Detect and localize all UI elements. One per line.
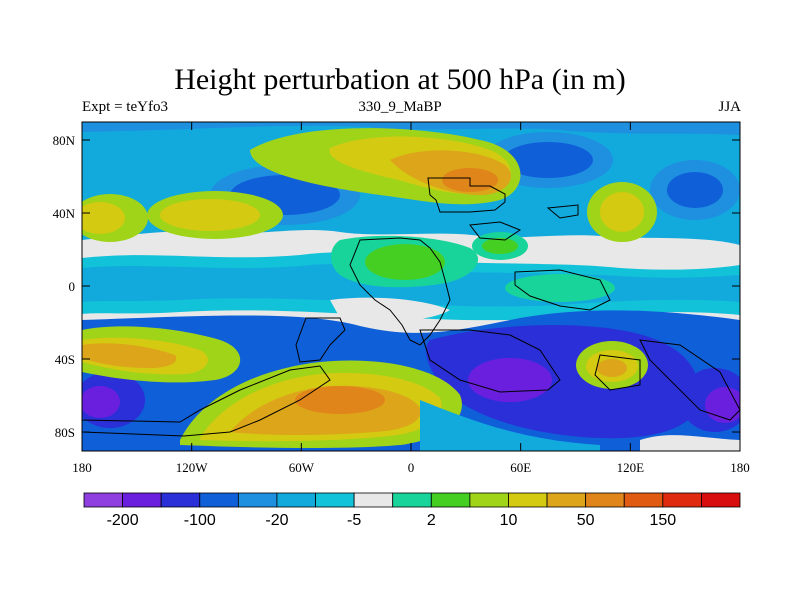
colorbar-swatch: [430, 492, 471, 508]
colorbar-swatch: [546, 492, 587, 508]
y-tick-label: 40N: [53, 206, 76, 221]
colorbar-swatch: [237, 492, 278, 508]
colorbar-swatch: [276, 492, 316, 508]
x-tick-label: 180: [730, 460, 750, 475]
colorbar-label: -200: [107, 512, 139, 529]
colorbar-swatch: [469, 492, 509, 508]
coastlines: [82, 177, 740, 437]
colorbar-swatch: [392, 492, 432, 508]
y-tick-label: 80N: [53, 133, 76, 148]
colorbar-swatch: [585, 492, 625, 508]
y-tick-label: 80S: [55, 425, 75, 440]
x-tick-label: 180: [72, 460, 92, 475]
experiment-label: Expt = teYfo3: [82, 99, 168, 115]
y-axis: 80N 40N 0 40S 80S: [53, 133, 740, 440]
colorbar-label: -5: [347, 512, 361, 529]
x-tick-label: 0: [408, 460, 415, 475]
plot-title: Height perturbation at 500 hPa (in m): [174, 63, 626, 96]
colorbar-label: 2: [427, 512, 436, 529]
colorbar-swatch: [623, 492, 664, 508]
colorbar-label: -20: [265, 512, 288, 529]
colorbar-swatch: [160, 492, 201, 508]
x-tick-label: 60E: [510, 460, 531, 475]
contour-field: [82, 122, 740, 451]
colorbar-swatch: [508, 492, 548, 508]
colorbar-label: 150: [649, 512, 676, 529]
period-label: 330_9_MaBP: [358, 99, 442, 115]
colorbar-swatch: [199, 492, 239, 508]
y-tick-label: 0: [69, 279, 76, 294]
colorbar-label: -100: [184, 512, 216, 529]
colorbar-swatch: [353, 492, 394, 508]
colorbar: -200 -100 -20 -5 2 10 50 150: [83, 492, 741, 529]
x-tick-label: 120E: [617, 460, 645, 475]
x-axis: 180 120W 60W 0 60E 120E 180: [72, 122, 750, 475]
colorbar-swatch: [701, 492, 741, 508]
colorbar-swatch: [122, 492, 162, 508]
colorbar-swatch: [662, 492, 702, 508]
y-tick-label: 40S: [55, 352, 75, 367]
colorbar-label: 50: [577, 512, 595, 529]
colorbar-swatch: [315, 492, 355, 508]
season-label: JJA: [718, 99, 741, 115]
colorbar-label: 10: [500, 512, 518, 529]
x-tick-label: 120W: [176, 460, 209, 475]
colorbar-swatch: [83, 492, 123, 508]
x-tick-label: 60W: [289, 460, 315, 475]
